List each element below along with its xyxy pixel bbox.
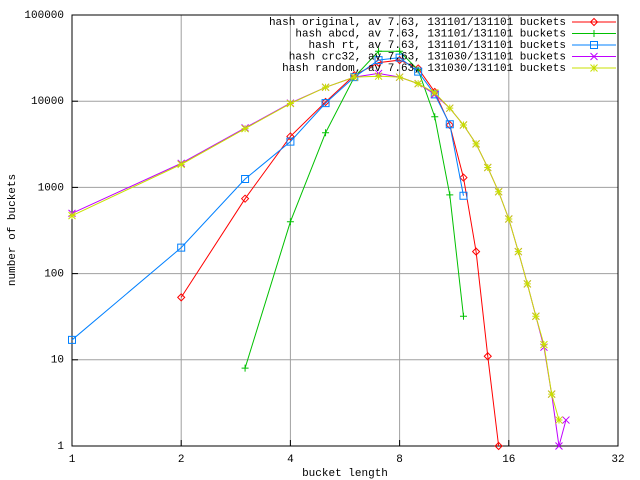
- point: [241, 124, 249, 133]
- point: [459, 191, 468, 200]
- point: [494, 187, 503, 196]
- y-tick-label: 10: [51, 355, 64, 367]
- legend-label: hash original, av 7.63, 131101/131101 bu…: [269, 17, 566, 29]
- series-line: [180, 59, 500, 447]
- point: [321, 99, 330, 108]
- x-tick-label: 2: [178, 454, 185, 466]
- series-line: [244, 50, 464, 369]
- point: [430, 88, 439, 97]
- point: [446, 191, 454, 199]
- point: [555, 416, 563, 424]
- legend-label: hash abcd, av 7.63, 131101/131101 bucket…: [295, 28, 566, 40]
- point: [176, 293, 186, 302]
- point: [177, 243, 186, 252]
- y-tick-label: 100: [44, 269, 64, 281]
- point: [395, 53, 404, 62]
- point: [321, 83, 330, 92]
- point: [375, 47, 383, 55]
- point: [494, 441, 503, 451]
- point: [445, 120, 454, 129]
- x-axis-label: bucket length: [302, 468, 388, 480]
- series-line: [71, 57, 464, 341]
- x-tick-label: 8: [396, 454, 403, 466]
- y-tick-label: 10000: [31, 96, 64, 108]
- point: [540, 340, 548, 349]
- series-line: [71, 75, 560, 421]
- point: [414, 79, 423, 88]
- point: [459, 121, 468, 129]
- point: [286, 218, 294, 226]
- point: [396, 47, 404, 55]
- legend-marker: [590, 52, 598, 61]
- point: [374, 56, 383, 65]
- point: [286, 137, 295, 146]
- point: [322, 129, 330, 137]
- legend-label: hash crc32, av 7.63, 131030/131101 bucke…: [289, 51, 566, 63]
- point: [395, 73, 404, 82]
- point: [547, 390, 556, 398]
- point: [241, 175, 250, 184]
- point: [514, 247, 523, 256]
- point: [350, 73, 359, 82]
- x-tick-label: 16: [502, 454, 515, 466]
- point: [241, 364, 249, 372]
- point: [562, 416, 570, 424]
- y-axis-label: number of buckets: [7, 174, 19, 286]
- point: [483, 163, 492, 172]
- point: [445, 104, 454, 113]
- legend-marker: [589, 17, 599, 27]
- y-tick-label: 100000: [24, 10, 64, 22]
- x-tick-label: 32: [611, 454, 624, 466]
- legend-label: hash rt, av 7.63, 131101/131101 buckets: [309, 40, 566, 52]
- point: [414, 67, 423, 76]
- point: [459, 312, 467, 320]
- point: [240, 194, 250, 203]
- point: [374, 72, 383, 81]
- y-tick-label: 1000: [38, 182, 64, 194]
- point: [472, 140, 480, 148]
- legend-label: hash random, av 7.63, 131030/131101 buck…: [282, 63, 566, 75]
- point: [68, 211, 76, 220]
- plot-border: [71, 14, 619, 447]
- point: [483, 352, 492, 361]
- point: [523, 280, 532, 288]
- point: [459, 173, 468, 182]
- point: [504, 215, 513, 223]
- point: [431, 113, 439, 121]
- legend-marker: [590, 41, 598, 49]
- point: [68, 335, 76, 344]
- point: [532, 312, 540, 321]
- point: [177, 160, 186, 169]
- x-tick-label: 4: [287, 454, 294, 466]
- point: [555, 442, 563, 450]
- y-tick-label: 1: [57, 441, 64, 453]
- legend-marker: [590, 64, 598, 72]
- x-tick-label: 1: [69, 454, 76, 466]
- point: [286, 99, 295, 108]
- legend-marker: [590, 30, 598, 37]
- point: [286, 132, 295, 141]
- point: [471, 247, 481, 256]
